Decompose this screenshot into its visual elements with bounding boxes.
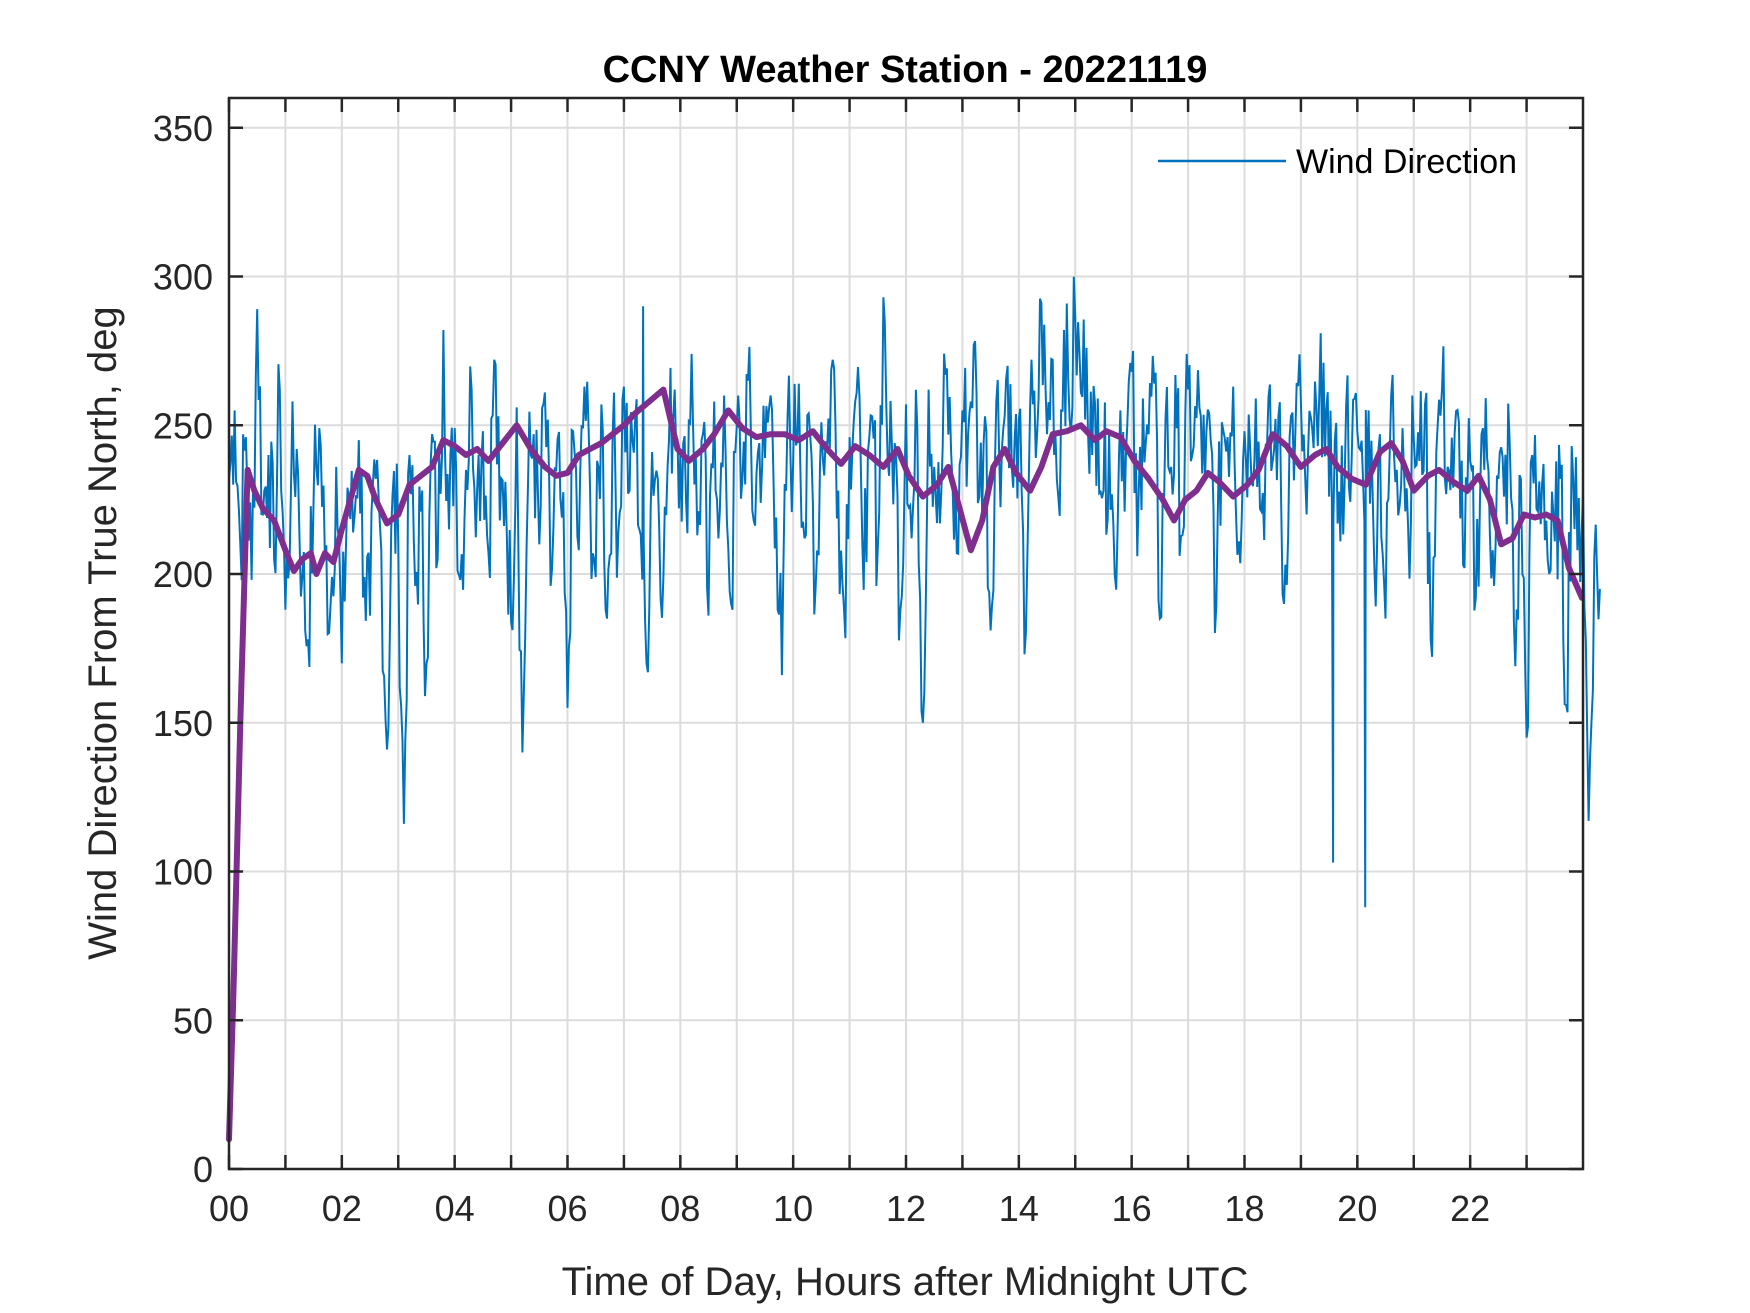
x-tick-label: 04	[435, 1188, 475, 1229]
x-tick-label: 22	[1450, 1188, 1490, 1229]
x-tick-label: 20	[1337, 1188, 1377, 1229]
x-tick-label: 18	[1224, 1188, 1264, 1229]
x-tick-label: 12	[886, 1188, 926, 1229]
x-tick-label: 00	[209, 1188, 249, 1229]
y-tick-label: 50	[173, 1000, 213, 1041]
x-tick-label: 02	[322, 1188, 362, 1229]
chart-title: CCNY Weather Station - 20221119	[603, 49, 1208, 91]
x-tick-label: 14	[999, 1188, 1039, 1229]
x-tick-label: 16	[1112, 1188, 1152, 1229]
y-tick-label: 200	[153, 554, 213, 595]
x-axis-label: Time of Day, Hours after Midnight UTC	[562, 1260, 1249, 1304]
series-smoothed-trend	[226, 386, 1585, 1143]
legend: Wind Direction	[1158, 143, 1517, 181]
y-tick-label: 350	[153, 108, 213, 149]
y-tick-label: 0	[193, 1149, 213, 1190]
y-tick-label: 100	[153, 852, 213, 893]
line-smoothed-trend	[226, 386, 1585, 1143]
x-tick-labels: 00 02 04 06 08 10 12 14 16 18 20 22	[209, 1188, 1490, 1229]
x-tick-label: 06	[547, 1188, 587, 1229]
y-tick-label: 250	[153, 405, 213, 446]
y-tick-label: 300	[153, 257, 213, 298]
x-tick-label: 08	[660, 1188, 700, 1229]
legend-label-wind-direction: Wind Direction	[1296, 143, 1517, 181]
axes	[227, 96, 1585, 1171]
x-tick-label: 10	[773, 1188, 813, 1229]
y-tick-label: 150	[153, 703, 213, 744]
y-axis-label: Wind Direction From True North, deg	[81, 306, 125, 960]
y-tick-labels: 0 50 100 150 200 250 300 350	[153, 108, 213, 1190]
